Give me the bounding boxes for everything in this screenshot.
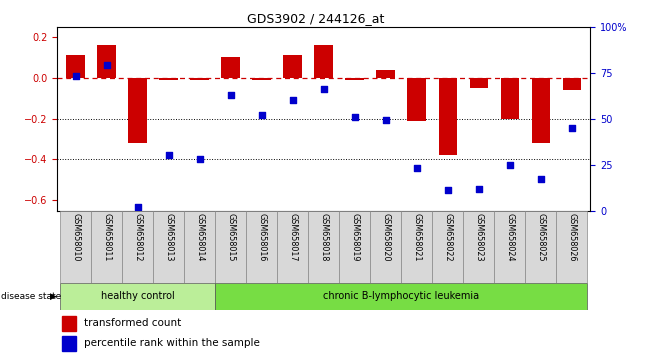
Bar <box>60 283 215 310</box>
Text: chronic B-lymphocytic leukemia: chronic B-lymphocytic leukemia <box>323 291 479 302</box>
Bar <box>308 211 340 283</box>
Text: GSM658020: GSM658020 <box>381 213 391 261</box>
Point <box>535 177 546 182</box>
Bar <box>525 211 556 283</box>
Text: GSM658021: GSM658021 <box>412 213 421 261</box>
Bar <box>556 211 587 283</box>
Point <box>70 73 81 79</box>
Bar <box>62 336 76 350</box>
Text: GSM658019: GSM658019 <box>350 213 359 261</box>
Text: GSM658015: GSM658015 <box>226 213 236 261</box>
Text: GSM658011: GSM658011 <box>102 213 111 261</box>
Bar <box>215 211 246 283</box>
Text: GSM658025: GSM658025 <box>536 213 546 262</box>
Bar <box>495 211 525 283</box>
Point <box>225 92 236 97</box>
Point <box>287 97 298 103</box>
Bar <box>432 211 463 283</box>
Point <box>442 188 453 193</box>
Bar <box>277 211 308 283</box>
Bar <box>128 78 147 143</box>
Point <box>411 165 422 171</box>
Text: GSM658018: GSM658018 <box>319 213 328 261</box>
Bar <box>91 211 122 283</box>
Text: GSM658026: GSM658026 <box>568 213 576 261</box>
Point <box>163 153 174 158</box>
Text: percentile rank within the sample: percentile rank within the sample <box>84 338 260 348</box>
Bar <box>439 78 457 155</box>
Bar <box>370 211 401 283</box>
Text: GSM658010: GSM658010 <box>71 213 80 261</box>
Text: GSM658023: GSM658023 <box>474 213 483 261</box>
Point <box>256 112 267 118</box>
Text: GSM658012: GSM658012 <box>133 213 142 261</box>
Bar <box>401 211 432 283</box>
Text: healthy control: healthy control <box>101 291 174 302</box>
Bar <box>160 78 178 80</box>
Bar <box>215 283 587 310</box>
Bar <box>122 211 153 283</box>
Bar <box>153 211 184 283</box>
Bar <box>283 55 302 78</box>
Text: disease state: disease state <box>1 292 61 301</box>
Text: GSM658014: GSM658014 <box>195 213 204 261</box>
Bar <box>191 78 209 80</box>
Text: GSM658024: GSM658024 <box>505 213 515 261</box>
Bar <box>501 78 519 119</box>
Text: ▶: ▶ <box>50 292 57 301</box>
Bar <box>531 78 550 143</box>
Point <box>195 156 205 162</box>
Bar <box>376 69 395 78</box>
Point <box>566 125 577 131</box>
Bar <box>464 211 495 283</box>
Text: GDS3902 / 244126_at: GDS3902 / 244126_at <box>247 12 384 25</box>
Bar <box>185 211 215 283</box>
Bar <box>60 211 91 283</box>
Point <box>380 118 391 123</box>
Text: GSM658022: GSM658022 <box>444 213 452 262</box>
Bar <box>246 211 277 283</box>
Text: GSM658016: GSM658016 <box>257 213 266 261</box>
Bar <box>470 78 488 88</box>
Bar <box>315 45 333 78</box>
Bar <box>66 55 85 78</box>
Point <box>505 162 515 167</box>
Point <box>132 204 143 210</box>
Point <box>318 86 329 92</box>
Text: transformed count: transformed count <box>84 318 181 329</box>
Bar <box>407 78 426 121</box>
Bar <box>62 316 76 331</box>
Point <box>350 114 360 120</box>
Text: GSM658017: GSM658017 <box>289 213 297 261</box>
Point <box>474 186 484 192</box>
Bar <box>346 78 364 80</box>
Bar <box>252 78 271 80</box>
Bar <box>340 211 370 283</box>
Bar <box>97 45 116 78</box>
Bar <box>221 57 240 78</box>
Bar <box>562 78 581 90</box>
Point <box>101 62 112 68</box>
Text: GSM658013: GSM658013 <box>164 213 173 261</box>
